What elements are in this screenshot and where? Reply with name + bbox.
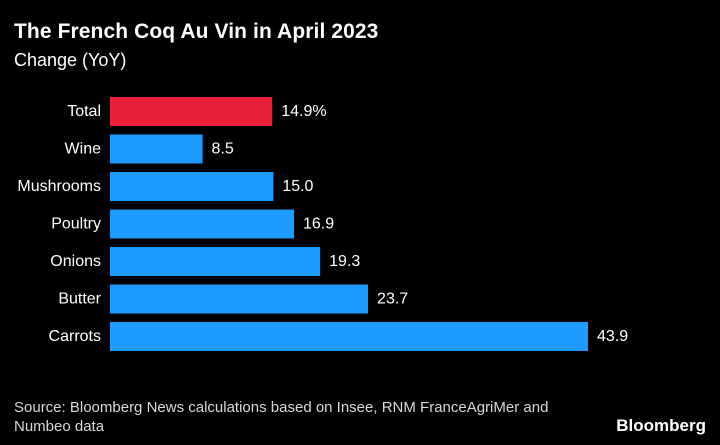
chart-title: The French Coq Au Vin in April 2023 <box>14 20 379 43</box>
category-label-onions: Onions <box>50 253 101 270</box>
bar-mushrooms <box>110 172 274 201</box>
bar-poultry <box>110 209 295 239</box>
value-label-wine: 8.5 <box>212 141 234 158</box>
value-label-mushrooms: 15.0 <box>282 178 313 195</box>
value-label-carrots: 43.9 <box>597 328 628 345</box>
source-note: Source: Bloomberg News calculations base… <box>14 399 549 435</box>
category-label-mushrooms: Mushrooms <box>17 178 101 195</box>
value-label-butter: 23.7 <box>377 291 408 308</box>
value-label-total: 14.9% <box>281 103 326 120</box>
value-label-onions: 19.3 <box>329 253 360 270</box>
bloomberg-logo: Bloomberg <box>616 416 706 435</box>
bar-wine <box>110 134 203 164</box>
bar-total <box>110 97 273 126</box>
value-label-poultry: 16.9 <box>303 216 334 233</box>
bar-onions <box>110 247 321 276</box>
category-label-wine: Wine <box>65 141 102 158</box>
bar-butter <box>110 284 369 314</box>
chart-subtitle: Change (YoY) <box>14 50 127 70</box>
category-label-total: Total <box>67 103 101 120</box>
category-label-poultry: Poultry <box>51 216 101 233</box>
category-label-butter: Butter <box>58 291 101 308</box>
category-label-carrots: Carrots <box>49 328 101 345</box>
bar-carrots <box>110 322 588 351</box>
